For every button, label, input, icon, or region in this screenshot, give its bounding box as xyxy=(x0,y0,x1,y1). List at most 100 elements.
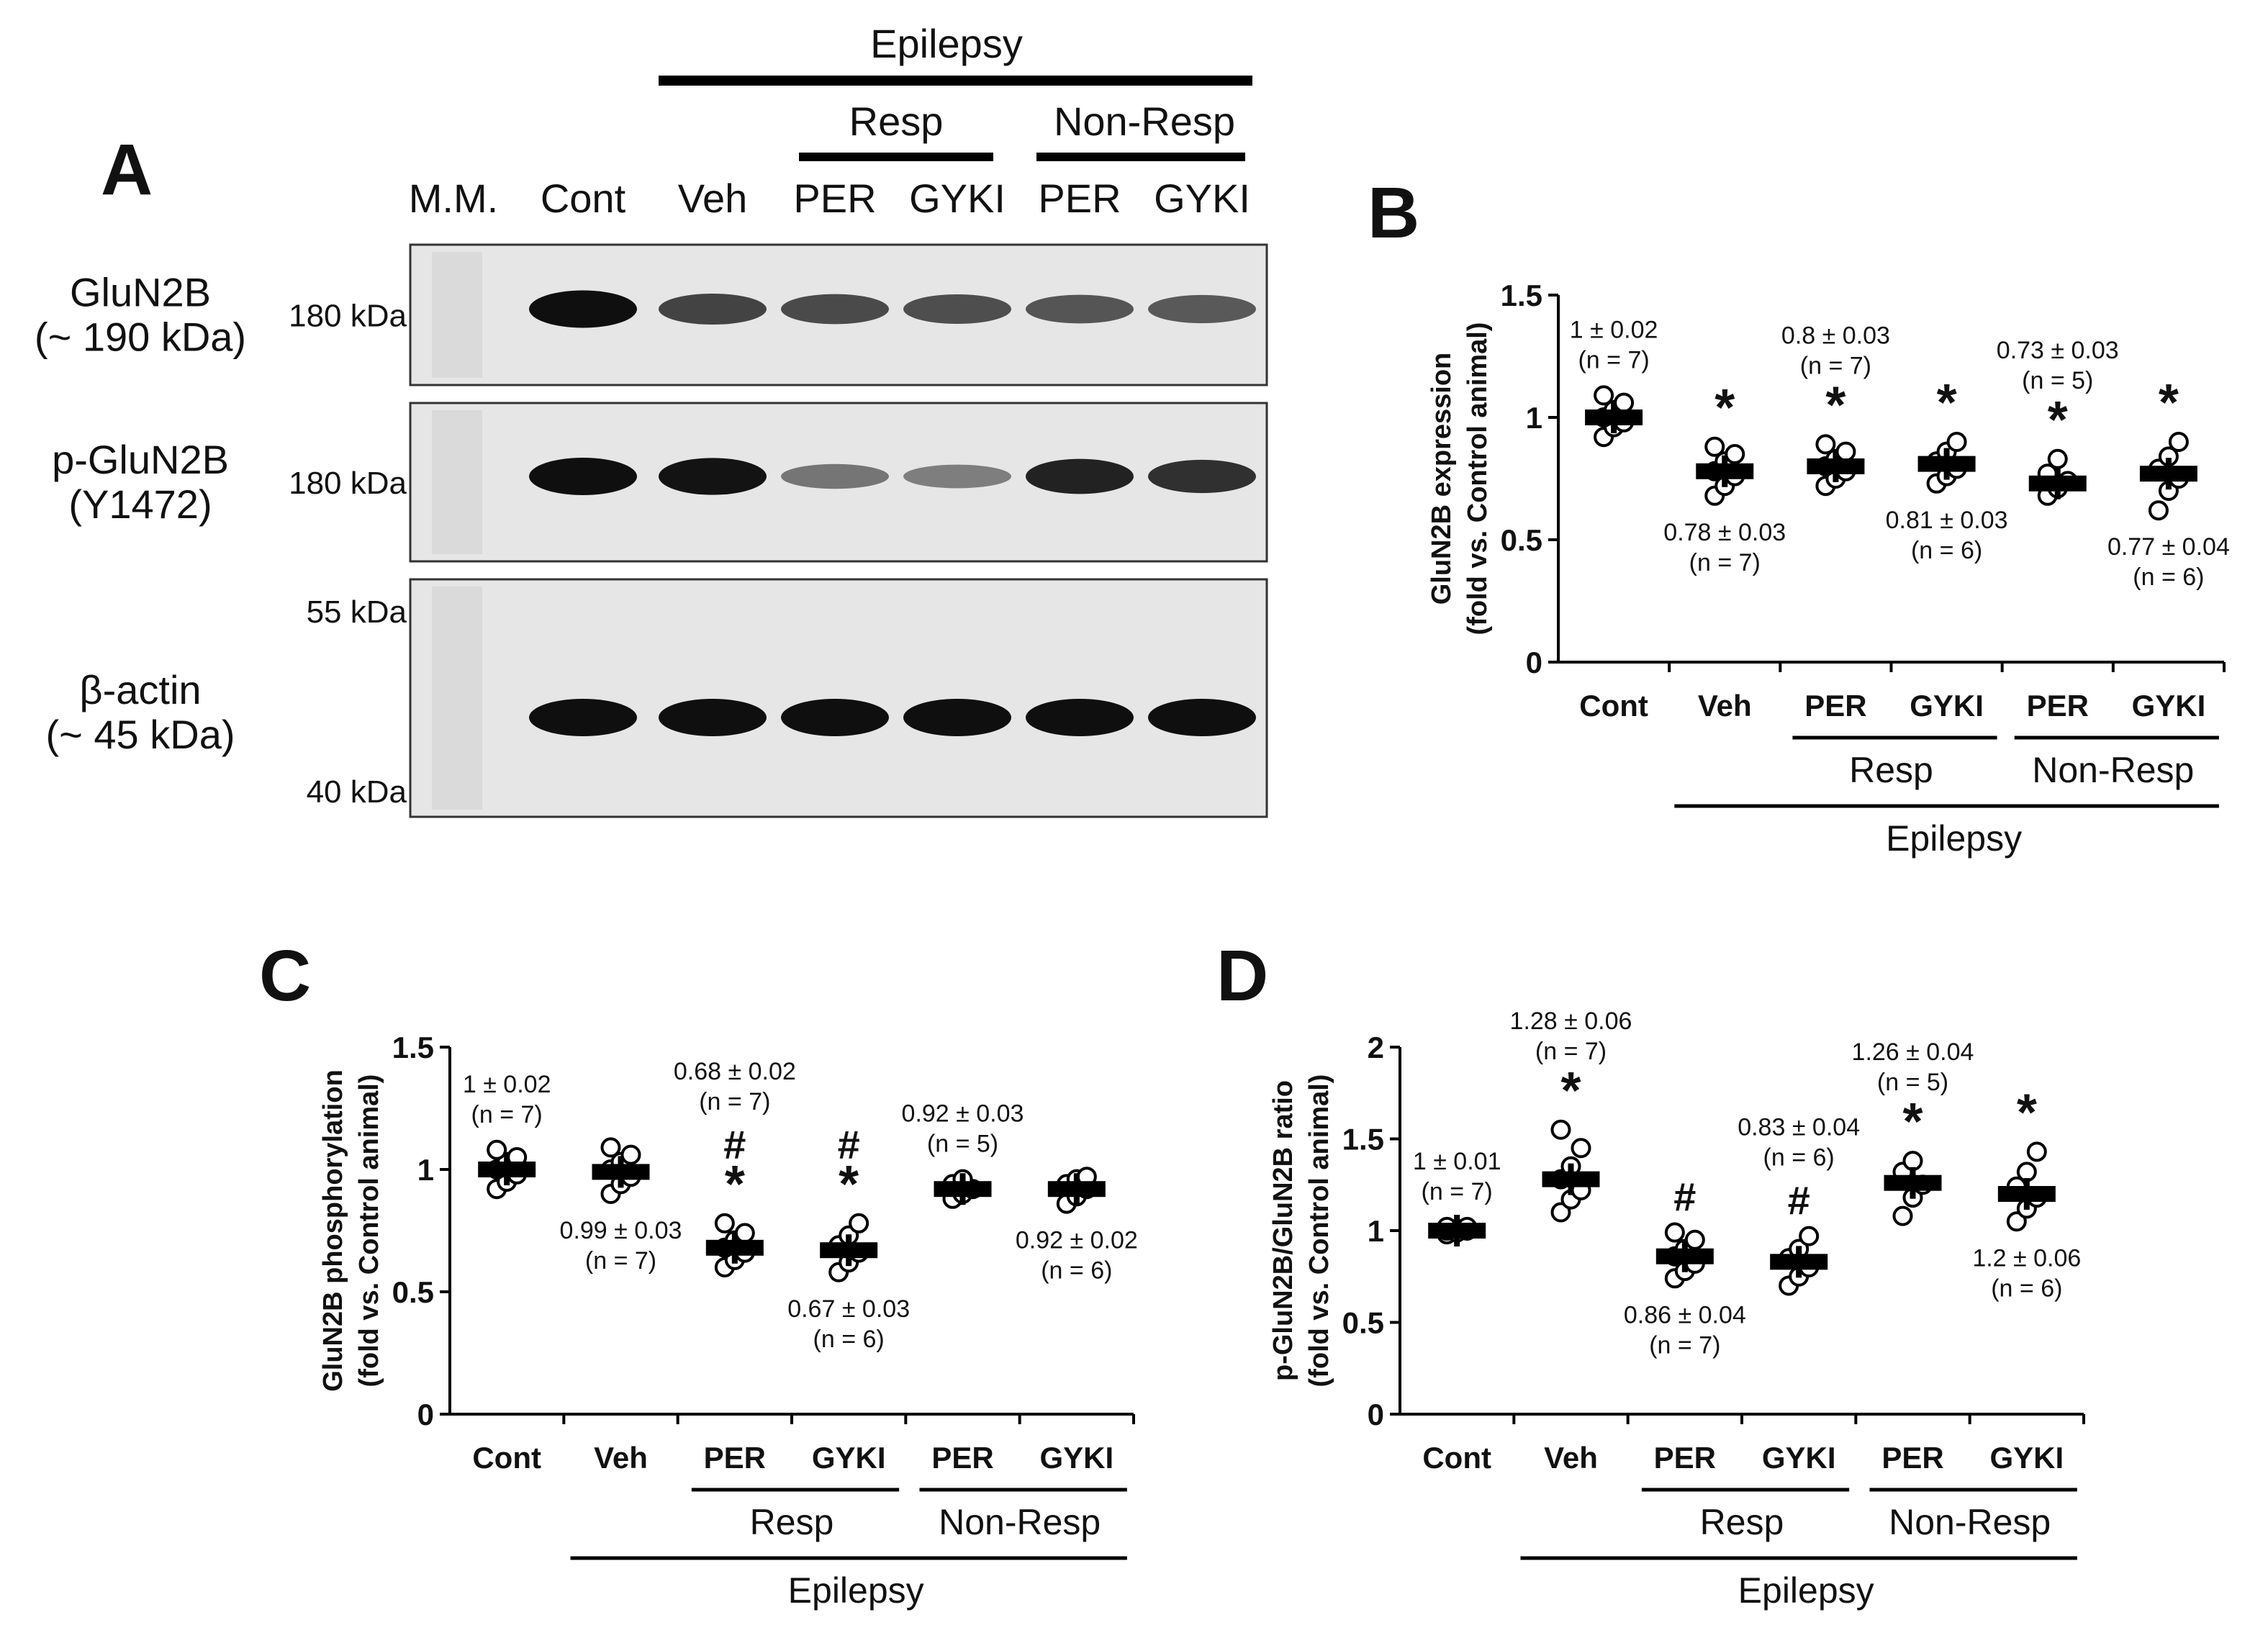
blot-lane-label: M.M. xyxy=(409,176,498,221)
sem-bar xyxy=(1722,455,1728,487)
sem-bar xyxy=(504,1154,510,1185)
data-point xyxy=(1571,1138,1591,1159)
y-tick-label: 1.5 xyxy=(1501,279,1542,312)
group-label-nonresp: Non-Resp xyxy=(939,1502,1101,1542)
n-label: (n = 7) xyxy=(1578,346,1649,374)
x-category-label: PER xyxy=(1881,1441,1943,1475)
data-point xyxy=(1946,432,1967,452)
value-label: 0.68 ± 0.02 xyxy=(674,1058,796,1085)
blot-band xyxy=(781,294,889,325)
x-category-label: PER xyxy=(2027,689,2089,723)
blot-marker: 180 kDa xyxy=(289,299,407,334)
x-category-label: Cont xyxy=(1579,689,1648,723)
y-tick-label: 2 xyxy=(1368,1031,1384,1064)
data-point xyxy=(1725,444,1745,464)
n-label: (n = 6) xyxy=(1991,1275,2062,1302)
y-tick-label: 0 xyxy=(1526,646,1542,679)
blot-band xyxy=(529,699,637,736)
x-category-label: GYKI xyxy=(812,1441,886,1475)
y-tick-label: 0.5 xyxy=(392,1275,434,1309)
blot-marker: 180 kDa xyxy=(289,466,407,501)
y-axis-label: (fold vs. Control animal) xyxy=(1304,1074,1334,1388)
value-label: 1.2 ± 0.06 xyxy=(1972,1244,2081,1272)
value-label: 0.99 ± 0.03 xyxy=(560,1217,682,1244)
x-category-label: GYKI xyxy=(1039,1441,1113,1475)
value-label: 0.81 ± 0.03 xyxy=(1886,507,2008,534)
blot-subgroup-label: Non-Resp xyxy=(1054,99,1235,144)
blot-band xyxy=(903,294,1011,325)
group-label-resp: Resp xyxy=(1849,750,1933,790)
blot-band xyxy=(781,699,889,736)
n-label: (n = 7) xyxy=(1535,1038,1607,1065)
sem-bar xyxy=(959,1173,966,1205)
value-label: 0.92 ± 0.02 xyxy=(1016,1227,1138,1254)
n-label: (n = 6) xyxy=(813,1326,885,1353)
data-point xyxy=(1835,441,1856,462)
significance-mark: * xyxy=(2159,374,2179,432)
sem-bar xyxy=(1568,1163,1574,1195)
data-point xyxy=(1902,1151,1923,1172)
n-label: (n = 6) xyxy=(1911,537,1982,564)
data-point xyxy=(2016,1162,2037,1182)
significance-mark: # xyxy=(723,1122,746,1167)
n-label: (n = 7) xyxy=(1800,352,1871,379)
x-category-label: Veh xyxy=(1544,1441,1598,1475)
data-point xyxy=(2148,500,2169,521)
group-label-nonresp: Non-Resp xyxy=(2032,750,2194,790)
significance-mark: * xyxy=(1902,1093,1923,1151)
n-label: (n = 6) xyxy=(1041,1257,1112,1285)
n-label: (n = 5) xyxy=(2022,367,2093,394)
data-point xyxy=(734,1223,755,1244)
blot-marker: 40 kDa xyxy=(307,774,407,810)
blot-lane-label: GYKI xyxy=(1154,176,1250,221)
y-axis-label: (fold vs. Control animal) xyxy=(1463,322,1493,635)
value-label: 1.26 ± 0.04 xyxy=(1852,1038,1974,1066)
x-category-label: Veh xyxy=(1698,689,1752,723)
x-category-label: PER xyxy=(931,1441,993,1475)
y-tick-label: 1 xyxy=(417,1153,434,1187)
n-label: (n = 7) xyxy=(471,1101,543,1128)
data-point xyxy=(1704,436,1725,457)
sem-bar xyxy=(1943,448,1950,480)
blot-band xyxy=(903,464,1011,489)
n-label: (n = 7) xyxy=(699,1088,770,1115)
value-label: 1 ± 0.01 xyxy=(1413,1148,1501,1175)
y-tick-label: 0 xyxy=(417,1398,434,1431)
x-category-label: PER xyxy=(704,1441,766,1475)
value-label: 0.92 ± 0.03 xyxy=(902,1100,1024,1128)
blot-band xyxy=(1026,458,1134,494)
value-label: 0.73 ± 0.03 xyxy=(1997,337,2119,364)
sem-bar xyxy=(2054,467,2061,499)
y-axis-label: GluN2B expression xyxy=(1427,353,1457,605)
data-point xyxy=(620,1144,641,1165)
panel-a-western-blot: A M.M. Cont Veh PER GYKI PER GYKI Epilepsy Resp No… xyxy=(35,21,1268,818)
blot-ladder-lane xyxy=(432,587,482,810)
y-axis-label: (fold vs. Control animal) xyxy=(354,1074,384,1388)
panel-c-chart: C 0 0.5 1 1.5 GluN2B phosphorylation (fold vs.… xyxy=(259,936,1138,1611)
significance-mark: * xyxy=(2017,1084,2037,1141)
blot-band xyxy=(1026,294,1134,324)
blot-lane-label: PER xyxy=(793,176,876,221)
data-point xyxy=(1594,385,1614,406)
x-category-label: GYKI xyxy=(1910,689,1984,723)
sem-bar xyxy=(1611,402,1617,433)
significance-mark: * xyxy=(725,1156,745,1213)
sem-bar xyxy=(618,1156,624,1188)
blot-band xyxy=(1148,294,1256,324)
x-category-label: GYKI xyxy=(1989,1441,2064,1475)
blot-band xyxy=(1148,699,1256,736)
blot-lane-label: Veh xyxy=(678,176,748,221)
data-point xyxy=(1799,1226,1820,1246)
y-tick-label: 0.5 xyxy=(1342,1306,1384,1340)
significance-mark: * xyxy=(2048,391,2068,449)
significance-mark: # xyxy=(838,1122,860,1167)
group-label-epilepsy: Epilepsy xyxy=(788,1570,924,1611)
n-label: (n = 5) xyxy=(1877,1069,1948,1096)
value-label: 1.28 ± 0.06 xyxy=(1510,1008,1632,1035)
blot-band xyxy=(659,699,767,736)
group-label-resp: Resp xyxy=(750,1502,834,1542)
group-label-nonresp: Non-Resp xyxy=(1889,1502,2051,1542)
n-label: (n = 5) xyxy=(927,1131,998,1158)
x-category-label: Cont xyxy=(472,1441,541,1475)
